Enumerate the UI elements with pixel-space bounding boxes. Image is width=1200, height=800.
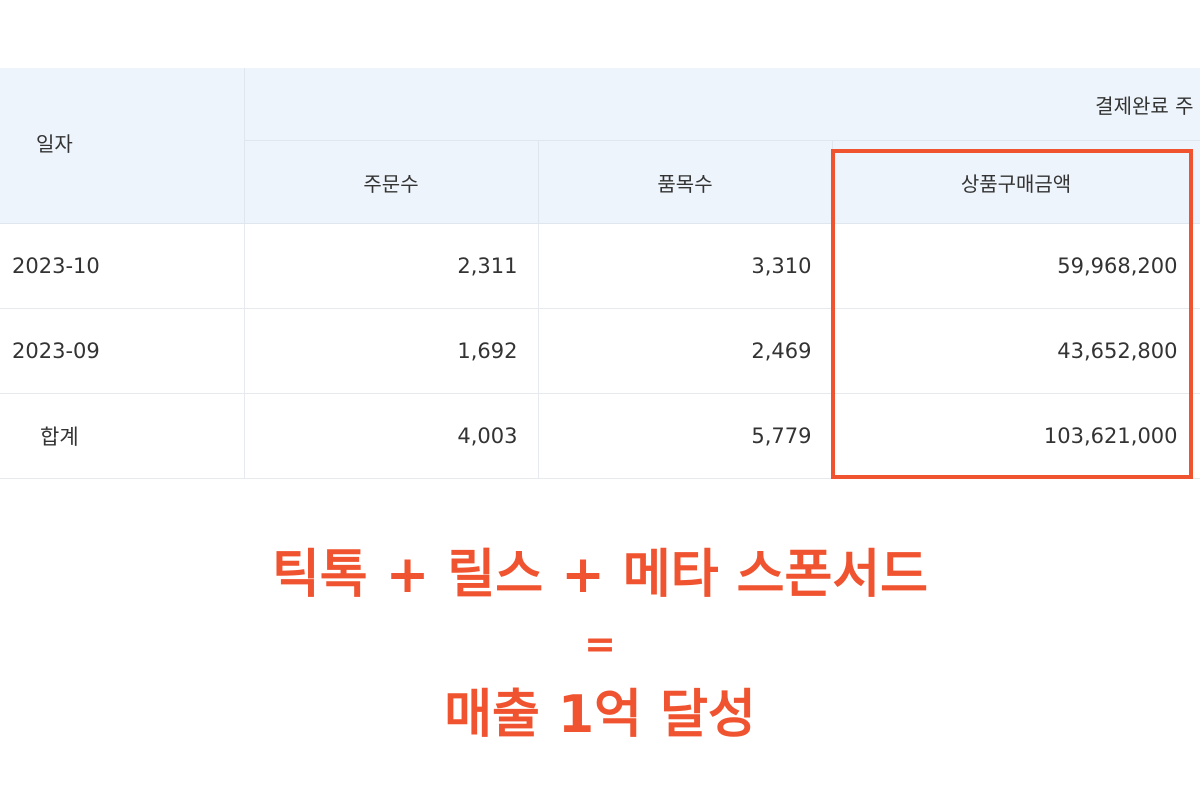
sales-table: 일자 결제완료 주 주문수 품목수 상품구매금액 2023-10 2,311 3… xyxy=(0,68,1200,479)
date-column-header: 일자 xyxy=(0,68,245,224)
row-orders: 1,692 xyxy=(244,308,539,394)
payment-complete-group-header: 결제완료 주 xyxy=(244,68,1200,141)
row-amount: 59,968,200 xyxy=(832,223,1200,309)
items-column-header: 품목수 xyxy=(538,140,833,224)
amount-column-header: 상품구매금액 xyxy=(832,140,1200,224)
caption-result: 매출 1억 달성 xyxy=(444,685,756,745)
total-amount: 103,621,000 xyxy=(832,393,1200,479)
caption-headline: 틱톡 + 릴스 + 메타 스폰서드 xyxy=(271,545,929,605)
sales-table-container: 일자 결제완료 주 주문수 품목수 상품구매금액 2023-10 2,311 3… xyxy=(0,68,1200,482)
orders-column-header: 주문수 xyxy=(244,140,539,224)
row-date: 2023-09 xyxy=(0,308,245,394)
row-orders: 2,311 xyxy=(244,223,539,309)
row-items: 2,469 xyxy=(538,308,833,394)
total-label: 합계 xyxy=(0,393,245,479)
total-orders: 4,003 xyxy=(244,393,539,479)
row-amount: 43,652,800 xyxy=(832,308,1200,394)
row-items: 3,310 xyxy=(538,223,833,309)
row-date: 2023-10 xyxy=(0,223,245,309)
header-row-columns: 주문수 품목수 상품구매금액 xyxy=(0,140,1200,224)
total-items: 5,779 xyxy=(538,393,833,479)
header-row-group: 일자 결제완료 주 xyxy=(0,68,1200,224)
table-row: 2023-10 2,311 3,310 59,968,200 xyxy=(0,223,1200,309)
total-row: 합계 4,003 5,779 103,621,000 xyxy=(0,393,1200,479)
table-row: 2023-09 1,692 2,469 43,652,800 xyxy=(0,308,1200,394)
caption-equals-sign: = xyxy=(584,622,616,666)
